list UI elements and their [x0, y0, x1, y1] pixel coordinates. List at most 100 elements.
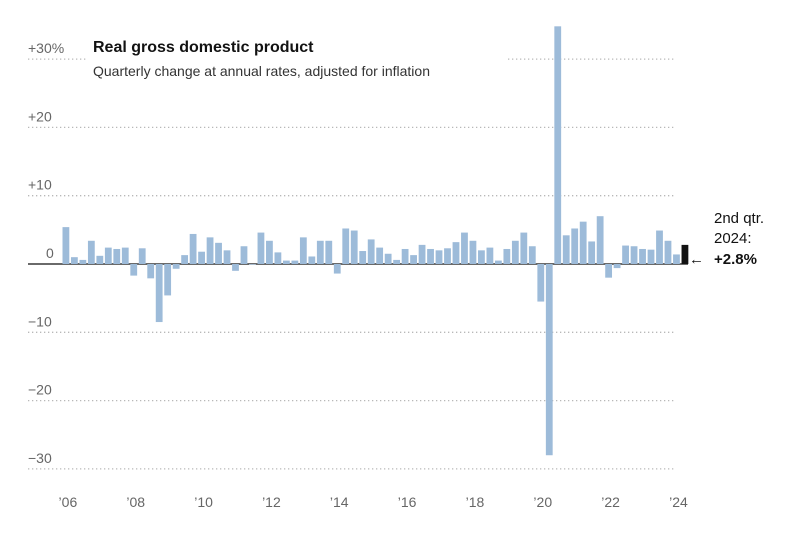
x-tick-label: ’16 — [398, 494, 417, 510]
bar — [520, 232, 528, 264]
bar — [367, 239, 375, 264]
bar — [206, 237, 214, 264]
bar — [291, 260, 299, 264]
bar — [266, 240, 273, 264]
bar — [571, 228, 579, 264]
x-tick-label: ’12 — [262, 494, 281, 510]
bar — [478, 250, 485, 264]
y-tick-label: 0 — [46, 245, 54, 261]
bar — [104, 247, 112, 264]
bar — [376, 247, 384, 264]
bar — [630, 246, 638, 264]
bar — [435, 250, 443, 264]
bar — [554, 26, 562, 265]
bar — [350, 230, 358, 264]
x-tick-label: ’20 — [533, 494, 552, 510]
bar — [164, 264, 172, 296]
bar — [62, 227, 70, 264]
bar — [138, 248, 146, 264]
bar — [511, 240, 519, 264]
bar — [121, 247, 129, 264]
bar — [155, 264, 163, 323]
y-tick-label: −30 — [28, 450, 52, 466]
bar — [172, 264, 180, 269]
bar — [596, 216, 604, 264]
bar — [664, 240, 672, 264]
bar — [274, 252, 282, 264]
bar — [647, 249, 655, 264]
x-tick-label: ’10 — [194, 494, 213, 510]
bar — [503, 248, 511, 264]
bar — [333, 264, 341, 274]
bar — [189, 233, 197, 264]
bar — [452, 242, 460, 264]
y-tick-label: +20 — [28, 108, 52, 124]
bar — [342, 228, 350, 264]
bar — [299, 237, 307, 264]
highlight-bar — [681, 244, 689, 264]
y-tick-label: −10 — [28, 313, 52, 329]
bar — [588, 241, 596, 264]
chart-subtitle: Quarterly change at annual rates, adjust… — [93, 63, 430, 79]
bar — [673, 254, 680, 264]
y-tick-label: +10 — [28, 177, 52, 193]
bar — [198, 251, 205, 264]
x-tick-label: ’24 — [669, 494, 688, 510]
bar — [316, 240, 324, 264]
bar — [410, 255, 417, 264]
bar — [96, 255, 104, 264]
y-tick-label: −20 — [28, 382, 52, 398]
bar — [240, 246, 248, 264]
bars — [62, 26, 689, 456]
x-tick-label: ’22 — [601, 494, 620, 510]
bar — [232, 264, 239, 271]
bar — [401, 248, 409, 264]
bar — [87, 240, 95, 264]
bar — [613, 264, 621, 269]
x-tick-label: ’18 — [466, 494, 485, 510]
bar — [393, 259, 401, 264]
bar — [605, 264, 613, 278]
bar — [308, 256, 316, 264]
bar — [579, 221, 587, 264]
bar — [70, 257, 78, 264]
bar — [418, 244, 426, 264]
annotation-year: 2024: — [714, 230, 752, 247]
bar — [444, 248, 451, 264]
bar — [469, 240, 477, 264]
bar — [249, 264, 256, 265]
bar — [622, 245, 629, 264]
x-tick-label: ’14 — [330, 494, 349, 510]
y-tick-label: +30% — [28, 40, 64, 56]
x-tick-label: ’08 — [126, 494, 145, 510]
bar — [181, 255, 189, 264]
bar — [325, 240, 333, 264]
bar — [113, 248, 121, 264]
bar — [384, 253, 392, 264]
bar — [215, 242, 222, 264]
bar — [282, 260, 290, 264]
title-backdrop — [88, 32, 508, 84]
annotation-quarter: 2nd qtr. — [714, 210, 764, 227]
bar — [494, 260, 502, 264]
bar — [147, 264, 155, 279]
highlight-annotation: 2nd qtr. 2024: ← +2.8% — [689, 210, 764, 268]
bar — [639, 248, 646, 264]
x-tick-label: ’06 — [59, 494, 78, 510]
bar — [130, 264, 138, 276]
bar — [528, 246, 536, 264]
bar — [545, 264, 553, 456]
annotation-arrow: ← — [689, 251, 704, 268]
annotation-value: +2.8% — [714, 251, 757, 268]
bar — [79, 259, 87, 264]
bar — [257, 232, 265, 264]
bar — [461, 232, 468, 264]
axis-labels: +30% +20 +10 0 −10 −20 −30 ’06 ’08 ’10 ’12 ’14 ’16 ’1… — [28, 40, 688, 510]
chart-title: Real gross domestic product — [93, 39, 314, 56]
bar — [427, 248, 434, 264]
bar — [562, 235, 570, 264]
bar — [486, 247, 494, 264]
bar — [537, 264, 545, 302]
bar — [656, 230, 663, 264]
